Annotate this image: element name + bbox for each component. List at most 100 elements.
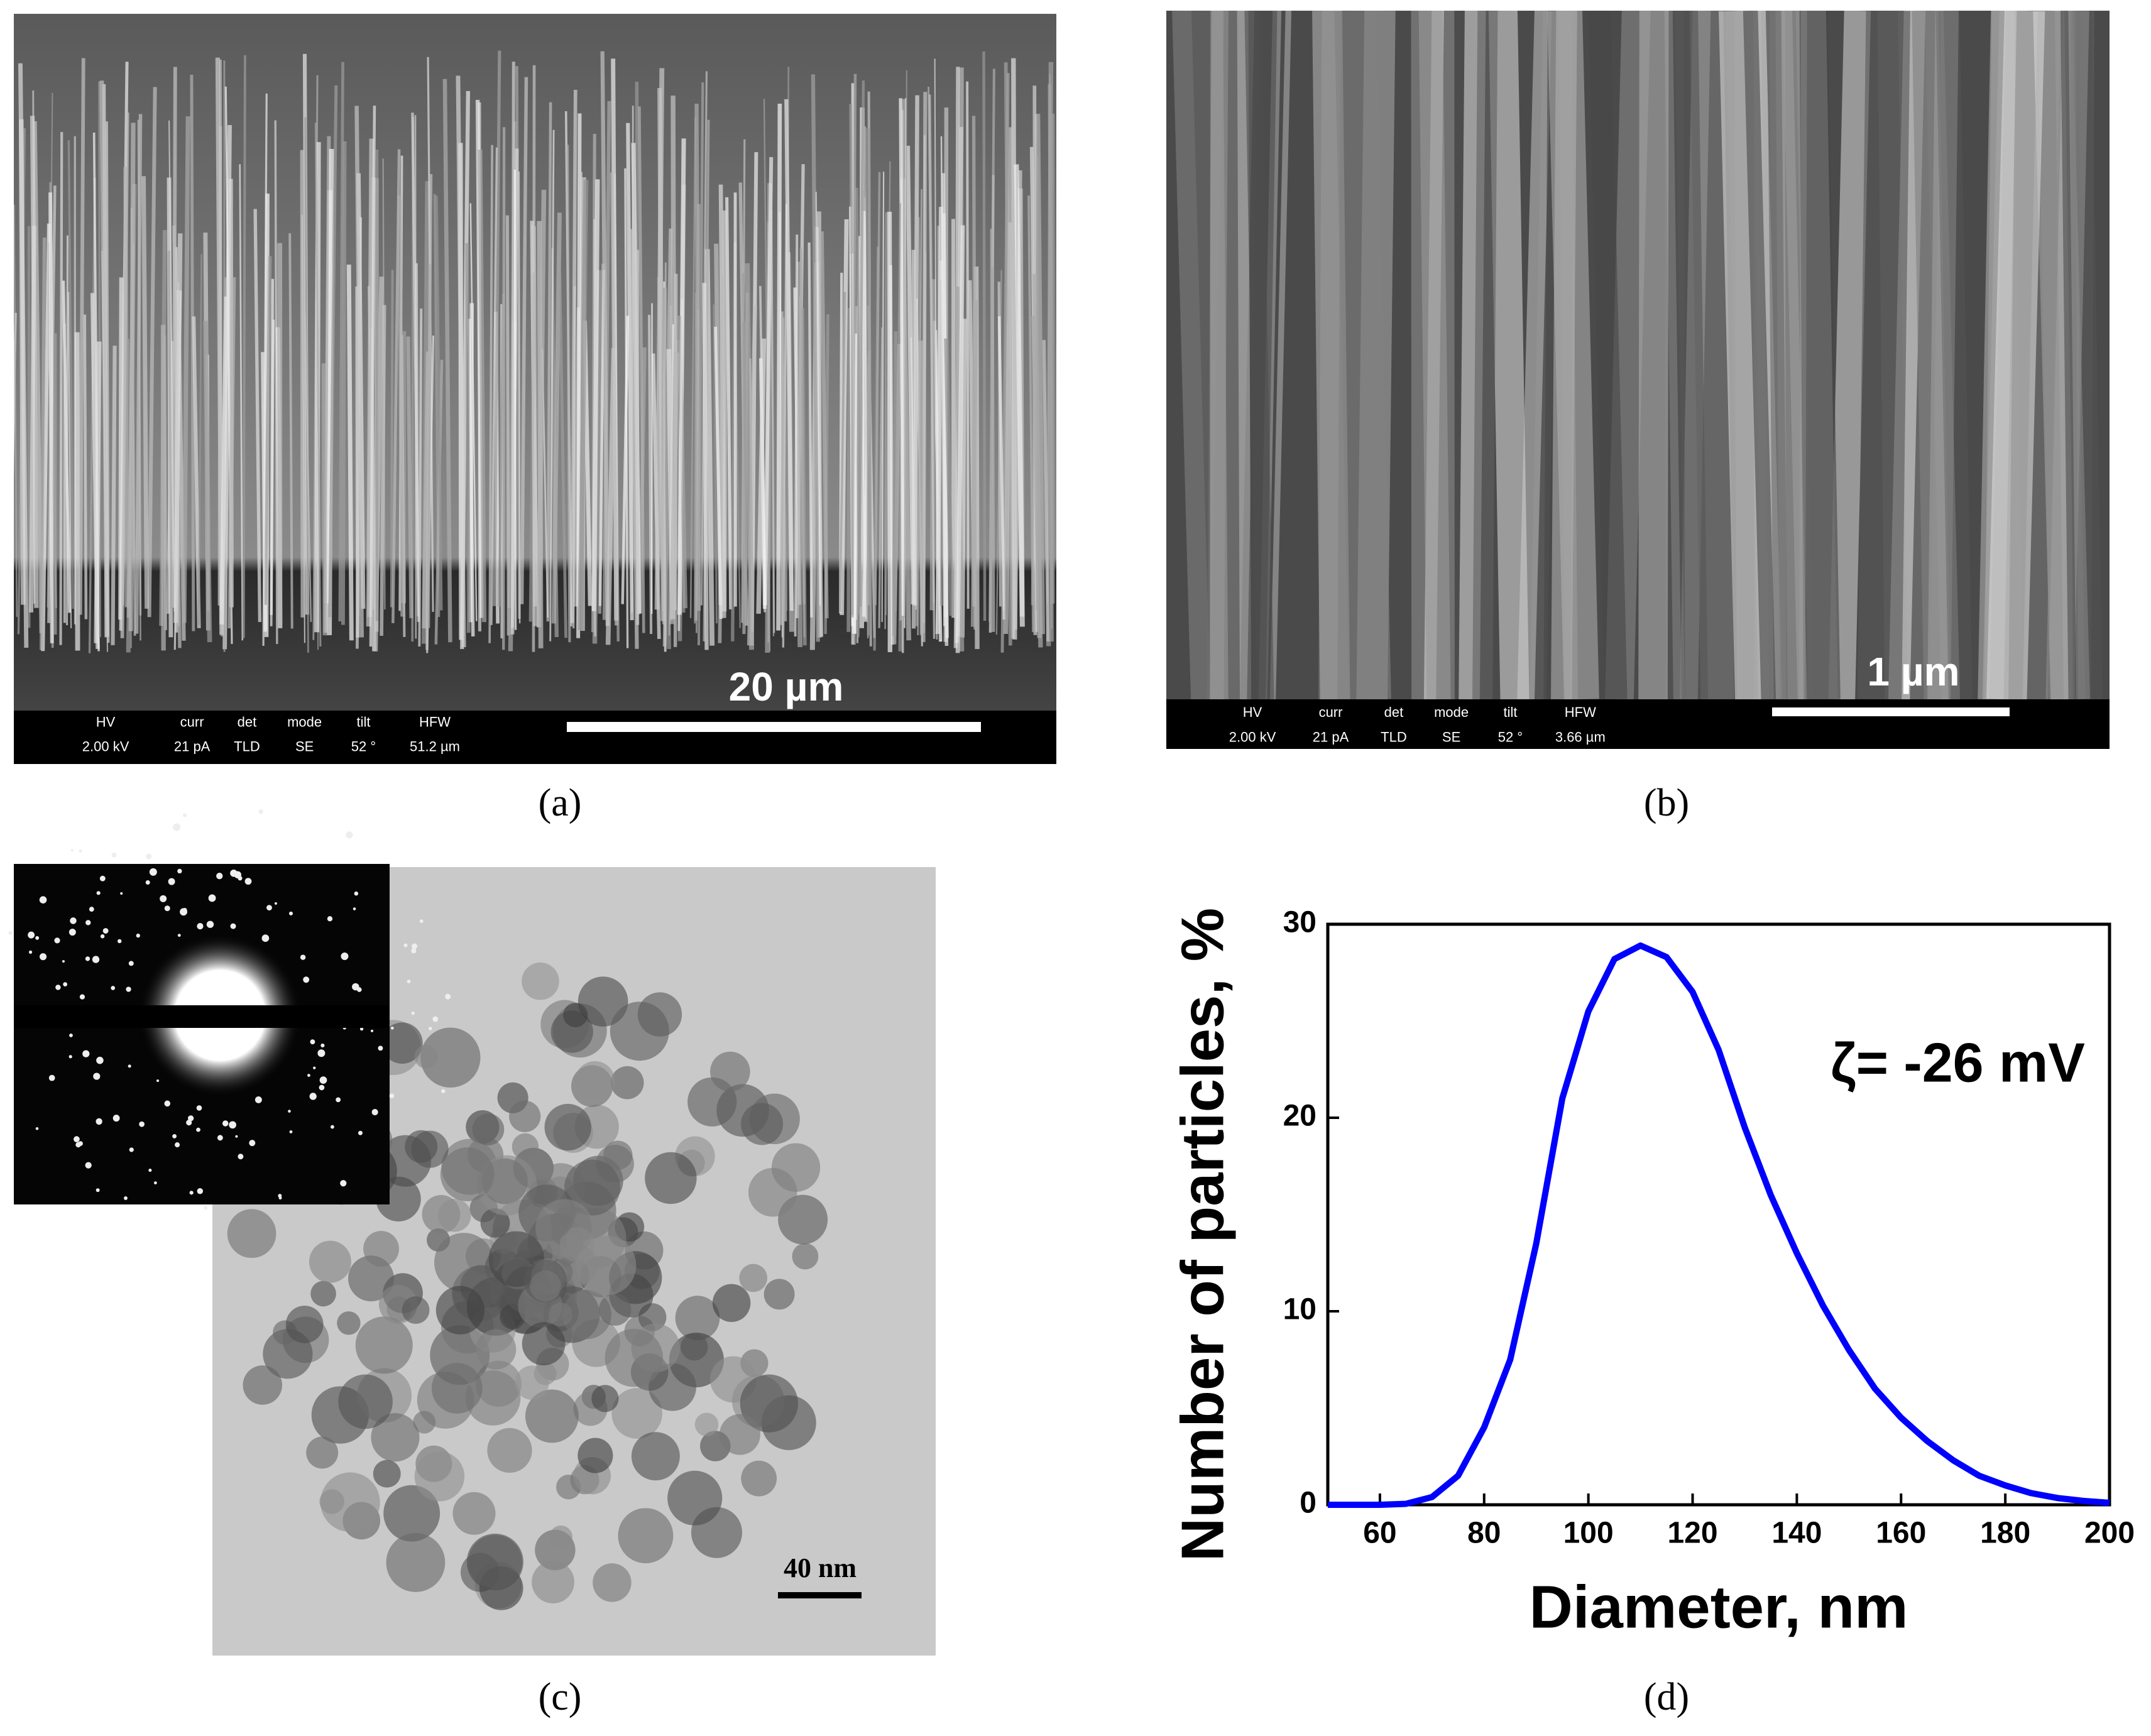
fiber xyxy=(972,116,977,630)
fiber xyxy=(328,85,338,618)
annotation: ζ= -26 mV xyxy=(1831,1031,2085,1093)
particle xyxy=(452,1492,496,1535)
fiber xyxy=(742,273,748,613)
fiber xyxy=(1638,11,1669,699)
fiber xyxy=(780,317,784,625)
diffraction-spot xyxy=(173,823,181,831)
fiber xyxy=(128,123,136,631)
diffraction-spot xyxy=(353,907,356,910)
fiber xyxy=(865,128,872,636)
diffraction-spot xyxy=(261,934,270,942)
info-header: HFW xyxy=(419,714,451,729)
fiber xyxy=(807,243,813,618)
particle xyxy=(562,1289,612,1340)
beam-stop xyxy=(14,1005,390,1028)
x-tick-label: 140 xyxy=(1771,1517,1822,1550)
fiber xyxy=(725,197,733,609)
fiber xyxy=(18,63,29,648)
particle xyxy=(373,1460,401,1488)
particle xyxy=(227,1209,276,1258)
fiber xyxy=(173,233,183,623)
particle xyxy=(719,1414,760,1455)
diffraction-spot xyxy=(177,868,182,874)
fiber xyxy=(397,195,405,617)
diffraction-spot xyxy=(196,1127,200,1132)
diffraction-spot xyxy=(129,1147,134,1152)
fiber xyxy=(40,237,47,650)
diffraction-spot xyxy=(313,1066,316,1069)
diffraction-spot xyxy=(78,1141,83,1146)
diffraction-spot xyxy=(307,1074,310,1077)
fiber xyxy=(878,327,884,628)
fiber xyxy=(48,192,54,643)
plot-frame xyxy=(1326,922,2111,1507)
fiber xyxy=(1675,11,1709,699)
info-value: 21 pA xyxy=(174,739,211,755)
diffraction-spot xyxy=(156,1079,160,1083)
fiber xyxy=(1775,11,1803,699)
fiber xyxy=(1986,11,2045,699)
info-value: 52 ° xyxy=(1498,729,1523,745)
fiber xyxy=(820,231,829,619)
particle xyxy=(522,1322,566,1366)
diffraction-spot xyxy=(441,1089,446,1093)
particle xyxy=(431,1363,483,1414)
particle xyxy=(522,962,559,1000)
fiber xyxy=(406,336,413,618)
fiber xyxy=(1418,11,1451,699)
fiber xyxy=(784,99,794,611)
x-tick-label: 200 xyxy=(2084,1517,2135,1550)
info-header: tilt xyxy=(1503,704,1517,720)
fiber xyxy=(390,270,394,608)
diffraction-spot xyxy=(172,1134,177,1138)
diffraction-spot xyxy=(82,1050,90,1057)
particle xyxy=(611,1388,662,1439)
diffraction-spot xyxy=(55,985,61,990)
fiber xyxy=(694,292,697,624)
diffraction-spot xyxy=(128,1064,131,1068)
fiber xyxy=(756,338,767,614)
diffraction-spot xyxy=(70,849,74,852)
fiber xyxy=(689,116,696,618)
fiber xyxy=(944,338,954,616)
fiber xyxy=(531,226,539,626)
fiber xyxy=(745,263,755,650)
fiber xyxy=(33,121,43,633)
fiber xyxy=(300,150,305,618)
fiber xyxy=(314,123,322,647)
fiber xyxy=(160,325,166,651)
particle xyxy=(564,1159,620,1216)
fiber xyxy=(1828,11,1871,699)
particle xyxy=(535,1199,594,1257)
particle xyxy=(710,1051,750,1092)
diffraction-spot xyxy=(234,871,241,879)
fiber xyxy=(989,267,993,626)
diffraction-spot xyxy=(183,813,187,817)
diffraction-spot xyxy=(28,931,35,939)
diffraction-spot xyxy=(40,953,47,961)
particle xyxy=(338,1374,393,1429)
particle xyxy=(792,1243,819,1270)
diffraction-spot xyxy=(432,1016,439,1022)
info-header: mode xyxy=(1434,704,1469,720)
particle xyxy=(414,1451,465,1502)
diffraction-spot xyxy=(327,916,333,922)
fiber xyxy=(262,93,268,646)
fiber xyxy=(465,243,471,633)
diffraction-spot xyxy=(79,849,82,853)
x-tick-label: 120 xyxy=(1667,1517,1717,1550)
diffraction-spot xyxy=(39,896,47,904)
diffraction-spot xyxy=(112,1115,120,1122)
particle xyxy=(466,1533,523,1591)
fiber xyxy=(346,265,354,641)
diffraction-spot xyxy=(403,943,408,947)
fiber xyxy=(418,308,423,647)
fiber xyxy=(892,331,898,636)
diffraction-spot xyxy=(62,960,65,963)
fiber xyxy=(192,316,201,628)
fiber xyxy=(1588,11,1628,699)
fiber xyxy=(263,256,272,605)
fiber xyxy=(123,167,129,608)
diffraction-spot xyxy=(429,1027,432,1030)
